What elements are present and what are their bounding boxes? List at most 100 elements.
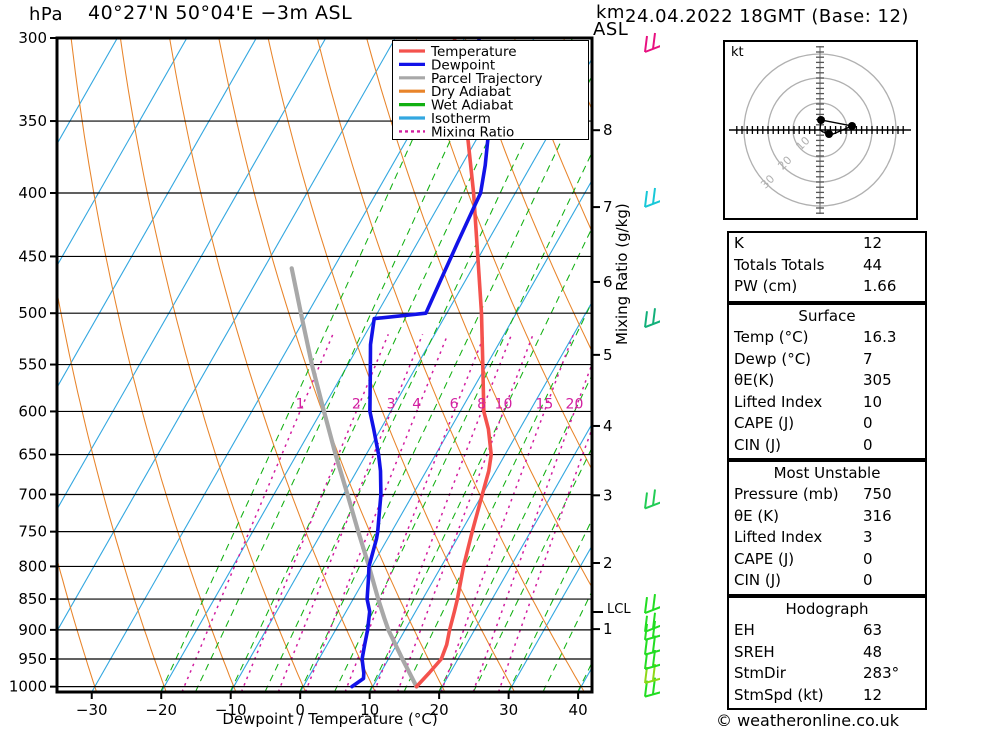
table-row: CIN (J) 0 [729, 435, 925, 457]
temperature-tick-label: 10 [360, 701, 379, 719]
row-label: Lifted Index [734, 392, 823, 411]
hodograph-stats-title: Hodograph [785, 600, 869, 618]
row-label: θE (K) [734, 506, 779, 525]
legend-label: Mixing Ratio [431, 124, 514, 137]
table-row: Dewp (°C) 7 [729, 349, 925, 371]
legend-label: Dewpoint [431, 57, 495, 73]
hodograph-stats-panel: Hodograph EH 63 SREH 48 StmDir 283° StmSpd (kt… [727, 596, 927, 710]
legend-label: Wet Adiabat [431, 98, 513, 114]
row-label: Dewp (°C) [734, 349, 812, 368]
pressure-tick-label: 300 [18, 29, 47, 47]
row-label: K [734, 234, 744, 252]
altitude-tick-label: 3 [603, 486, 613, 504]
legend-label: Parcel Trajectory [431, 71, 543, 87]
pressure-tick-label: 600 [18, 402, 47, 420]
pressure-tick-label: 550 [18, 356, 47, 374]
pressure-tick-label: 900 [18, 621, 47, 639]
temperature-tick-label: 0 [295, 701, 305, 719]
pressure-unit-label: hPa [29, 4, 63, 25]
altitude-tick-label: 1 [603, 620, 613, 638]
indices-panel: K 12 Totals Totals 44 PW (cm) 1.66 [727, 231, 927, 303]
temperature-tick-label: 30 [499, 701, 518, 719]
lcl-label: LCL [607, 602, 631, 617]
surface-title: Surface [798, 307, 856, 325]
pressure-tick-label: 400 [18, 184, 47, 202]
pressure-tick-label: 650 [18, 446, 47, 464]
row-label: CIN (J) [734, 435, 782, 454]
pressure-tick-label: 950 [18, 650, 47, 668]
row-value: 44 [863, 255, 883, 274]
skewt-chart: 300 350 400 450 500 550 600 650 700 750 800 850 900 9… [9, 29, 660, 719]
row-value: 0 [863, 435, 873, 454]
row-label: EH [734, 621, 755, 639]
most-unstable-panel: Most Unstable Pressure (mb) 750 θE (K) 316 L… [727, 460, 927, 596]
table-row: θE (K) 316 [729, 506, 925, 528]
table-row: EH 63 [729, 620, 925, 642]
row-label: CAPE (J) [734, 549, 795, 568]
asl-unit-label: ASL [593, 19, 629, 40]
row-label: CAPE (J) [734, 414, 795, 432]
row-value: 12 [863, 234, 883, 252]
row-value: 316 [863, 506, 892, 525]
table-row: PW (cm) 1.66 [729, 276, 925, 298]
row-value: 0 [863, 414, 873, 432]
altitude-tick-label: 6 [603, 273, 613, 291]
pressure-tick-label: 700 [18, 485, 47, 503]
mixing-ratio-label: 4 [412, 396, 421, 412]
row-label: SREH [734, 642, 775, 661]
chart-legend: Temperature Dewpoint Parcel Trajectory Dry … [392, 40, 589, 140]
table-row: θE(K) 305 [729, 370, 925, 392]
mixing-ratio-label: 10 [495, 396, 513, 412]
altitude-tick-label: 4 [603, 417, 613, 435]
row-label: θE(K) [734, 371, 775, 389]
mixing-ratio-axis-label: Mixing Ratio (g/kg) [613, 203, 631, 345]
hodograph-ring-label: 10 [793, 134, 812, 153]
table-row: K 12 [729, 233, 925, 255]
copyright-label: © weatheronline.co.uk [716, 711, 899, 730]
altitude-tick-label: 7 [603, 198, 613, 216]
mixing-ratio-label: 3 [387, 396, 396, 412]
pressure-tick-label: 1000 [9, 678, 47, 696]
altitude-tick-label: 5 [603, 346, 613, 364]
row-value: 0 [863, 571, 873, 589]
pressure-tick-label: 500 [18, 304, 47, 322]
altitude-tick-label: 2 [603, 554, 613, 572]
row-label: Pressure (mb) [734, 485, 839, 503]
temperature-tick-label: 40 [569, 701, 588, 719]
temperature-tick-label: −20 [145, 701, 177, 719]
hodograph-panel[interactable]: 10 20 30 [723, 40, 918, 220]
x-axis-label: Dewpoint / Temperature (°C) [222, 710, 438, 728]
page-title: 40°27'N 50°04'E −3m ASL [88, 2, 353, 24]
row-label: Temp (°C) [734, 328, 809, 346]
row-label: Totals Totals [734, 255, 825, 274]
table-row: CIN (J) 0 [729, 570, 925, 592]
temperature-tick-label: −30 [76, 701, 108, 719]
row-value: 3 [863, 528, 873, 546]
row-label: StmDir [734, 664, 786, 682]
row-value: 7 [863, 349, 873, 368]
table-row: Temp (°C) 16.3 [729, 327, 925, 349]
table-row: StmSpd (kt) 12 [729, 685, 925, 707]
row-label: Lifted Index [734, 528, 823, 546]
row-value: 16.3 [863, 328, 897, 346]
table-row: Lifted Index 10 [729, 392, 925, 414]
mixing-ratio-label: 15 [536, 396, 554, 412]
table-row: CAPE (J) 0 [729, 413, 925, 435]
pressure-tick-label: 450 [18, 247, 47, 265]
surface-panel: Surface Temp (°C) 16.3 Dewp (°C) 7 θE(K) 305 L… [727, 303, 927, 460]
row-label: CIN (J) [734, 571, 782, 589]
row-value: 750 [863, 485, 892, 503]
row-value: 283° [863, 664, 900, 682]
pressure-tick-label: 350 [18, 112, 47, 130]
mixing-ratio-label: 1 [296, 396, 305, 412]
km-unit-label: km [596, 2, 625, 23]
mixing-ratio-label: 8 [477, 396, 486, 412]
table-row: Pressure (mb) 750 [729, 484, 925, 506]
most-unstable-title: Most Unstable [773, 464, 881, 482]
row-value: 48 [863, 642, 883, 661]
row-value: 10 [863, 392, 883, 411]
table-row: Totals Totals 44 [729, 255, 925, 277]
legend-label: Dry Adiabat [431, 84, 511, 100]
table-row: SREH 48 [729, 642, 925, 664]
table-row: CAPE (J) 0 [729, 549, 925, 571]
